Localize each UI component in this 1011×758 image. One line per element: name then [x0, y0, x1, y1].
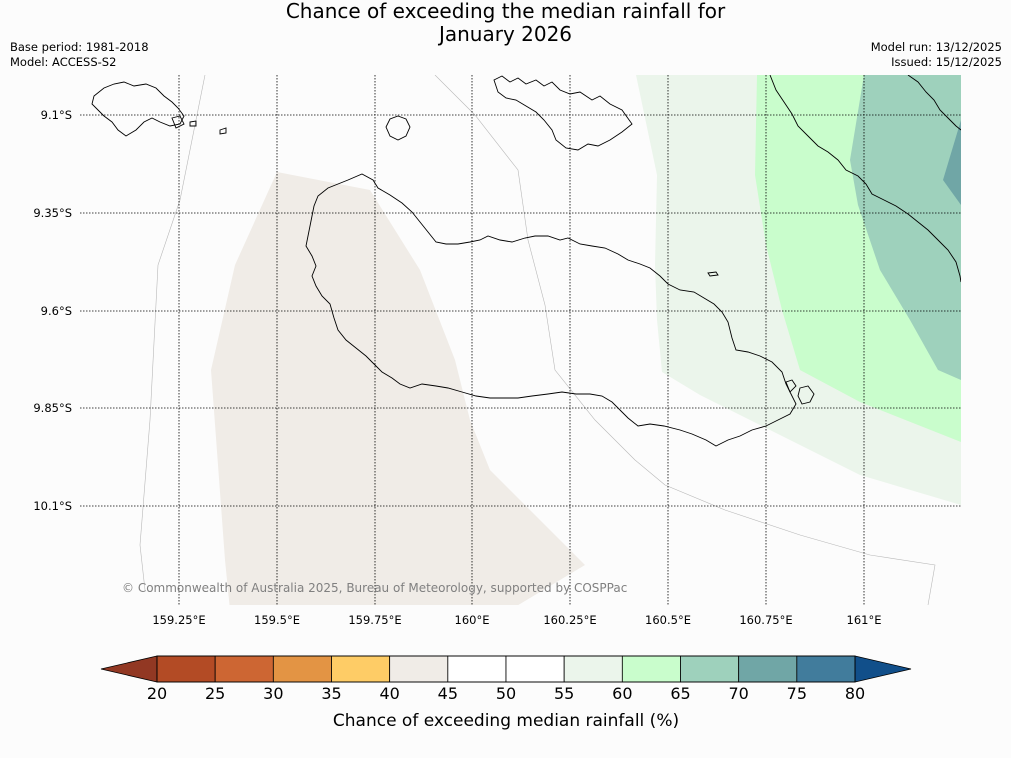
colorbar-tick-label: 35: [321, 684, 341, 703]
colorbar-frame: [156, 655, 856, 683]
nggela-coastline: [493, 75, 633, 151]
lon-labels: 159.25°E 159.5°E 159.75°E 160°E 160.25°E…: [152, 613, 881, 627]
colorbar-under-triangle: [100, 655, 158, 683]
colorbar-segment: [272, 655, 332, 683]
lon-label: 159.25°E: [152, 613, 205, 627]
lon-label: 160.25°E: [543, 613, 596, 627]
colorbar-segment: [389, 655, 449, 683]
lat-label: 10.1°S: [33, 499, 72, 513]
map-area: [80, 75, 961, 605]
lon-label: 159.5°E: [254, 613, 300, 627]
lon-label: 160°E: [455, 613, 490, 627]
base-period: Base period: 1981-2018: [10, 40, 149, 54]
colorbar-tick-label: 25: [205, 684, 225, 703]
map-title: Chance of exceeding the median rainfall …: [0, 0, 1011, 46]
guadalcanal-coastline: [305, 173, 797, 447]
colorbar-segment: [796, 655, 856, 683]
savo-coastline: [385, 115, 411, 141]
malaita-coastline: [769, 75, 961, 283]
colorbar-label: Chance of exceeding median rainfall (%): [333, 711, 679, 731]
lat-label: 9.85°S: [33, 401, 72, 415]
colorbar-tick-label: 50: [496, 684, 516, 703]
colorbar-segment: [621, 655, 681, 683]
colorbar-tick-label: 20: [147, 684, 167, 703]
model-name: Model: ACCESS-S2: [10, 55, 117, 69]
boundary-lines: [139, 75, 936, 605]
colorbar: 20 25 30 35 40 45 50 55 60 65 70 75 80 Chance of exc…: [100, 655, 912, 731]
colorbar-segment: [738, 655, 798, 683]
lon-label: 160.75°E: [739, 613, 792, 627]
title-line-2: January 2026: [438, 22, 573, 46]
russell-islet-1: [171, 115, 185, 129]
region-70-75: [943, 120, 961, 205]
colorbar-segment: [331, 655, 391, 683]
colorbar-segment: [505, 655, 565, 683]
meta-left: Base period: 1981-2018 Model: ACCESS-S2: [10, 40, 149, 70]
colorbar-tick-label: 60: [612, 684, 632, 703]
colorbar-segment: [214, 655, 274, 683]
lat-label: 9.6°S: [41, 304, 72, 318]
coastlines: [91, 75, 961, 447]
islet-coastline: [707, 271, 719, 277]
graticule: [80, 75, 961, 605]
meta-right: Model run: 13/12/2025 Issued: 15/12/2025: [871, 40, 1002, 70]
lat-label: 9.35°S: [33, 206, 72, 220]
colorbar-tick-label: 40: [379, 684, 399, 703]
marau-islets: [785, 379, 815, 405]
region-65-70: [850, 75, 961, 380]
title-line-1: Chance of exceeding the median rainfall …: [285, 0, 726, 23]
colorbar-tick-label: 75: [787, 684, 807, 703]
issued-date: Issued: 15/12/2025: [891, 55, 1002, 69]
lat-labels: 9.1°S 9.35°S 9.6°S 9.85°S 10.1°S: [33, 108, 72, 513]
colorbar-segment: [156, 655, 216, 683]
colorbar-tick-label: 65: [670, 684, 690, 703]
lon-label: 161°E: [847, 613, 882, 627]
russell-islet-2: [189, 120, 197, 127]
colorbar-tick-label: 55: [554, 684, 574, 703]
colorbar-segments: [156, 655, 856, 683]
region-40-45: [211, 172, 585, 605]
colorbar-segment: [680, 655, 740, 683]
copyright-text: © Commonwealth of Australia 2025, Bureau…: [122, 581, 627, 595]
lat-label: 9.1°S: [41, 108, 72, 122]
lon-label: 159.75°E: [348, 613, 401, 627]
colorbar-tick-label: 30: [263, 684, 283, 703]
russell-coastline: [91, 81, 185, 137]
colorbar-segment: [563, 655, 623, 683]
colorbar-over-triangle: [854, 655, 912, 683]
colorbar-tick-label: 80: [845, 684, 865, 703]
colorbar-segment: [447, 655, 507, 683]
malaita-north-coastline: [907, 75, 961, 131]
colorbar-ticks: 20 25 30 35 40 45 50 55 60 65 70 75 80: [147, 684, 865, 703]
model-run: Model run: 13/12/2025: [870, 40, 1002, 54]
colorbar-tick-label: 70: [728, 684, 748, 703]
russell-islet-3: [219, 127, 227, 135]
lon-label: 160.5°E: [645, 613, 691, 627]
colorbar-tick-label: 45: [438, 684, 458, 703]
